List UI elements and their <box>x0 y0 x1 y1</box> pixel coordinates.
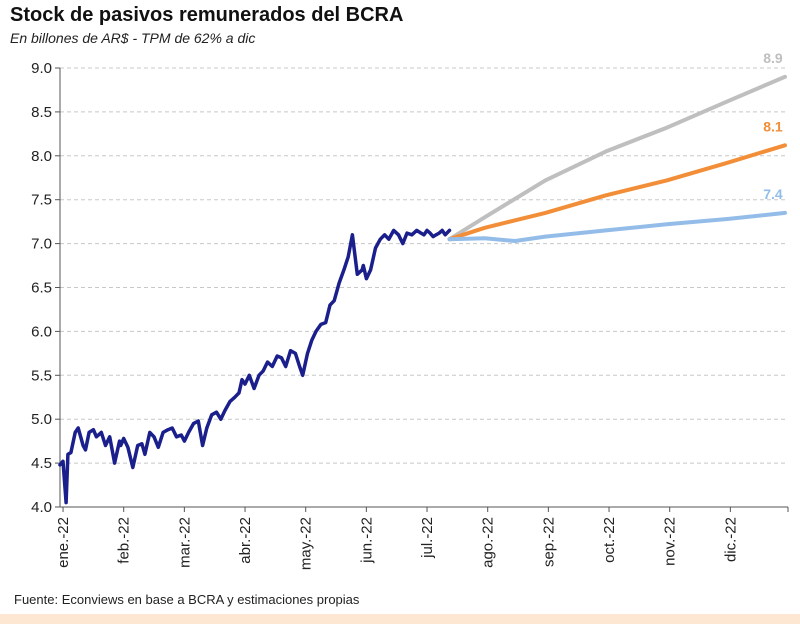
chart-subtitle: En billones de AR$ - TPM de 62% a dic <box>10 30 256 46</box>
y-tick-label: 6.0 <box>31 323 52 340</box>
series-line-historico <box>58 228 452 505</box>
y-tick-label: 5.5 <box>31 367 52 384</box>
series-lines <box>58 74 787 505</box>
x-axis-ticks: ene.-22 feb.-22 mar.-22 abr.-22 may.-22 jun.-… <box>55 507 789 570</box>
gridlines <box>60 67 788 464</box>
source-note: Fuente: Econviews en base a BCRA y estim… <box>14 592 360 607</box>
x-tick-label: ene.-22 <box>55 517 72 568</box>
series-line-proyeccion-3 <box>447 210 787 243</box>
x-tick-label: jul.-22 <box>419 517 436 559</box>
series-line-proyeccion-1 <box>447 74 787 242</box>
end-label-2: 8.1 <box>763 118 783 134</box>
y-tick-label: 9.0 <box>31 60 52 77</box>
x-tick-label: abr.-22 <box>237 517 254 564</box>
y-tick-label: 7.5 <box>31 192 52 209</box>
x-tick-label: sep.-22 <box>540 517 557 567</box>
y-tick-label: 5.0 <box>31 411 52 428</box>
y-tick-label: 6.5 <box>31 280 52 297</box>
x-tick-label: mar.-22 <box>176 517 193 568</box>
x-tick-label: feb.-22 <box>116 517 133 564</box>
chart-title: Stock de pasivos remunerados del BCRA <box>10 4 404 26</box>
y-tick-label: 4.0 <box>31 499 52 516</box>
y-tick-label: 7.0 <box>31 236 52 253</box>
x-tick-label: nov.-22 <box>662 517 679 566</box>
x-tick-label: may.-22 <box>298 517 315 570</box>
x-tick-label: jun.-22 <box>358 517 375 564</box>
y-axis-ticks: 4.0 4.5 5.0 5.5 6.0 6.5 7.0 7.5 8.0 8.5 9.0 <box>31 60 60 516</box>
series-line-proyeccion-2 <box>447 143 787 242</box>
end-label-3: 7.4 <box>763 186 783 202</box>
end-labels: 8.9 8.1 7.4 <box>763 50 783 202</box>
x-tick-label: oct.-22 <box>601 517 618 563</box>
x-tick-label: ago.-22 <box>480 517 497 568</box>
bottom-strip <box>0 614 800 624</box>
end-label-1: 8.9 <box>763 50 783 66</box>
y-tick-label: 4.5 <box>31 455 52 472</box>
line-chart: 4.0 4.5 5.0 5.5 6.0 6.5 7.0 7.5 8.0 8.5 9.0 ene.-2… <box>31 50 789 570</box>
y-tick-label: 8.5 <box>31 104 52 121</box>
x-tick-label: dic.-22 <box>722 517 739 562</box>
y-tick-label: 8.0 <box>31 148 52 165</box>
